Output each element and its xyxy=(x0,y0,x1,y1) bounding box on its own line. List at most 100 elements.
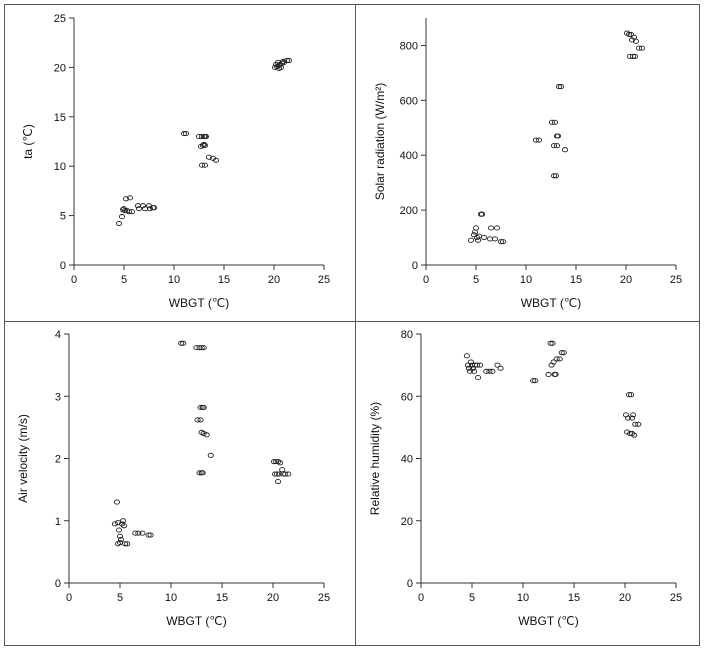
data-point xyxy=(493,225,501,231)
y-axis-title: Solar radiation (W/m²) xyxy=(373,83,387,200)
data-point xyxy=(470,232,478,238)
data-point xyxy=(201,162,209,168)
data-point xyxy=(475,375,482,381)
data-point xyxy=(629,415,636,421)
panel-ta: 0 5 10 15 20 25 0 5 10 15 20 25 WBGT (℃) ta (℃) xyxy=(4,4,356,322)
y-tick-label: 0 xyxy=(407,578,413,590)
data-point xyxy=(463,353,470,359)
data-point xyxy=(122,541,129,547)
data-point xyxy=(473,235,481,241)
data-point xyxy=(122,196,130,202)
data-point xyxy=(282,471,289,477)
data-point xyxy=(196,345,203,351)
data-point xyxy=(182,131,190,137)
data-point xyxy=(124,541,131,547)
data-point xyxy=(200,141,208,148)
data-point xyxy=(474,362,481,368)
data-point xyxy=(489,368,496,374)
data-point xyxy=(279,58,287,65)
data-point xyxy=(276,471,283,477)
data-point xyxy=(113,499,120,505)
data-point xyxy=(277,460,284,466)
data-point xyxy=(194,417,201,423)
y-tick-label: 800 xyxy=(400,40,418,52)
data-point xyxy=(197,417,204,423)
data-point xyxy=(557,84,565,90)
data-point xyxy=(285,471,292,477)
data-point xyxy=(478,211,486,217)
data-point xyxy=(556,356,563,362)
data-point xyxy=(550,143,558,149)
x-tick-label: 10 xyxy=(168,274,180,286)
data-point xyxy=(464,362,471,368)
data-point xyxy=(146,206,154,212)
data-point xyxy=(499,239,507,245)
x-tick-label: 0 xyxy=(71,274,77,286)
data-point xyxy=(625,415,632,421)
data-point xyxy=(128,209,136,215)
data-point xyxy=(635,45,643,51)
x-tick-label: 15 xyxy=(570,274,582,286)
x-tick-label: 20 xyxy=(619,592,631,604)
x-axis-title: WBGT (℃) xyxy=(169,296,230,310)
x-tick-label: 20 xyxy=(267,592,279,604)
data-point xyxy=(560,350,567,356)
data-point xyxy=(274,471,281,477)
data-point xyxy=(471,229,479,235)
data-point xyxy=(178,340,185,346)
data-point xyxy=(120,518,127,524)
y-tick-label: 600 xyxy=(400,95,418,107)
x-tick-label: 10 xyxy=(165,592,177,604)
data-point xyxy=(551,119,559,125)
data-point xyxy=(121,523,128,529)
y-tick-label: 2 xyxy=(55,454,61,466)
data-point xyxy=(201,142,209,149)
y-tick-label: 25 xyxy=(54,13,66,25)
y-tick-label: 200 xyxy=(400,205,418,217)
x-tick-label: 5 xyxy=(121,274,127,286)
data-point xyxy=(631,53,639,59)
y-tick-label: 10 xyxy=(54,161,66,173)
data-point xyxy=(273,459,280,465)
data-point xyxy=(558,350,565,356)
y-tick-label: 4 xyxy=(55,329,61,341)
data-point xyxy=(628,37,636,43)
chart-air-velocity: 0 5 10 15 20 25 0 1 2 3 4 WBGT (℃) Air velocity (m/s… xyxy=(16,329,330,628)
x-tick-label: 10 xyxy=(517,592,529,604)
data-point xyxy=(212,157,220,163)
data-point xyxy=(202,134,210,140)
data-point xyxy=(196,470,203,476)
data-point xyxy=(200,404,207,411)
y-tick-label: 3 xyxy=(55,391,61,403)
y-tick-label: 0 xyxy=(412,260,418,272)
data-point xyxy=(470,368,478,374)
data-point xyxy=(132,530,139,536)
data-point xyxy=(199,470,206,476)
data-point xyxy=(477,362,484,368)
data-point xyxy=(554,133,562,139)
x-tick-label: 20 xyxy=(620,274,632,286)
data-point xyxy=(272,61,280,67)
data-point xyxy=(549,340,556,346)
x-tick-label: 5 xyxy=(117,592,123,604)
chart-humidity: 0 5 10 15 20 25 0 20 40 60 80 WBGT (℃) Relative humi… xyxy=(368,329,682,628)
data-point xyxy=(145,532,152,538)
data-point xyxy=(628,392,635,398)
x-tick-label: 25 xyxy=(318,592,330,604)
x-tick-label: 0 xyxy=(66,592,72,604)
y-tick-label: 1 xyxy=(55,516,61,528)
x-tick-label: 5 xyxy=(473,274,479,286)
data-point xyxy=(480,235,488,241)
data-point xyxy=(111,521,118,527)
data-point xyxy=(548,119,556,125)
data-point xyxy=(638,45,646,51)
data-point xyxy=(486,368,493,374)
data-point xyxy=(545,371,552,378)
data-point xyxy=(487,225,495,231)
data-point xyxy=(491,236,499,242)
x-tick-label: 25 xyxy=(670,592,682,604)
y-tick-label: 20 xyxy=(401,516,413,528)
data-point xyxy=(134,203,142,209)
data-point xyxy=(550,359,557,365)
